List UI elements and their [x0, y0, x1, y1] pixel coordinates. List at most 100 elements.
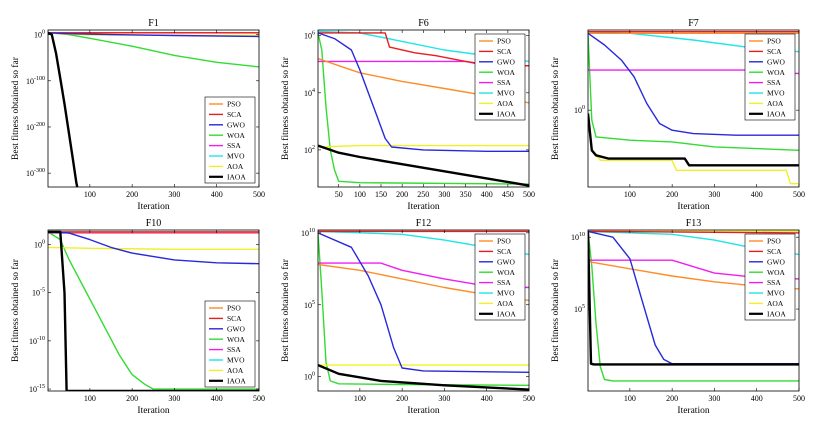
series-line-iaoa — [48, 230, 259, 391]
series-line-gwo — [48, 231, 259, 265]
x-tick-label: 400 — [481, 190, 493, 199]
chart-panel-f13: 100 200 300 400 500 105 1010 F13 Iteration Best f… — [550, 218, 805, 416]
legend-box — [474, 33, 526, 121]
legend-box — [204, 96, 256, 184]
series-group — [48, 230, 259, 391]
chart-title: F13 — [686, 218, 702, 229]
legend-label-gwo: GWO — [767, 57, 785, 66]
x-axis-label: Iteration — [677, 202, 709, 212]
legend-label-iaoa: IAOA — [227, 376, 246, 385]
y-tick-label: 10-100 — [26, 76, 45, 86]
y-tick-label: 105 — [304, 300, 315, 310]
legend-label-aoa: AOA — [497, 99, 514, 108]
legend-label-pso: PSO — [497, 37, 511, 46]
x-tick-label: 350 — [460, 190, 472, 199]
x-tick-label: 100 — [354, 394, 366, 403]
chart-title: F10 — [146, 218, 162, 229]
y-tick-label: 100 — [304, 372, 315, 382]
legend-label-mvo: MVO — [227, 152, 245, 161]
legend-label-ssa: SSA — [767, 278, 781, 287]
y-axis-label: Best fitness obtained so far — [280, 56, 291, 160]
legend-box — [744, 33, 796, 121]
series-line-iaoa — [588, 231, 799, 366]
chart-title: F7 — [688, 18, 699, 29]
y-tick-label: 10-300 — [26, 168, 45, 178]
legend-label-aoa: AOA — [227, 366, 244, 375]
y-tick-label: 100 — [34, 30, 45, 40]
legend-label-pso: PSO — [227, 304, 241, 313]
legend-label-sca: SCA — [767, 247, 782, 256]
x-tick-label: 100 — [354, 190, 366, 199]
x-tick-label: 400 — [211, 190, 223, 199]
series-group — [48, 31, 259, 187]
legend-label-woa: WOA — [497, 68, 515, 77]
x-tick-label: 300 — [438, 394, 450, 403]
chart-title: F6 — [418, 18, 429, 29]
legend-label-gwo: GWO — [227, 120, 245, 129]
series-line-woa — [318, 232, 529, 386]
y-tick-label: 102 — [304, 145, 315, 155]
chart-panel-f1: 100 200 300 400 500 100 10-100 10-200 10-300 F1 It… — [10, 18, 265, 212]
legend-label-ssa: SSA — [497, 78, 511, 87]
y-axis-label: Best fitness obtained so far — [550, 56, 561, 160]
x-tick-label: 50 — [335, 190, 343, 199]
series-line-iaoa — [588, 113, 799, 167]
y-tick-label: 106 — [304, 31, 315, 41]
legend-label-sca: SCA — [767, 47, 782, 56]
x-tick-label: 200 — [126, 394, 138, 403]
y-tick-label: 100 — [34, 239, 45, 249]
x-tick-label: 400 — [211, 394, 223, 403]
legend-label-gwo: GWO — [497, 257, 515, 266]
x-axis-label: Iteration — [407, 406, 439, 416]
x-tick-label: 500 — [793, 190, 805, 199]
x-axis-label: Iteration — [407, 202, 439, 212]
y-tick-label: 1010 — [301, 228, 315, 238]
legend-label-mvo: MVO — [497, 89, 515, 98]
x-tick-label: 500 — [523, 190, 535, 199]
x-tick-label: 450 — [502, 190, 514, 199]
plot-frame — [47, 29, 260, 188]
x-tick-label: 400 — [481, 394, 493, 403]
legend-label-ssa: SSA — [227, 345, 241, 354]
x-axis-label: Iteration — [137, 202, 169, 212]
x-tick-label: 200 — [396, 190, 408, 199]
series-line-iaoa — [318, 363, 529, 391]
x-tick-label: 300 — [438, 190, 450, 199]
legend-label-woa: WOA — [767, 68, 785, 77]
legend-label-pso: PSO — [497, 237, 511, 246]
legend-label-iaoa: IAOA — [497, 309, 516, 318]
y-axis-label: Best fitness obtained so far — [280, 258, 291, 362]
y-axis-label: Best fitness obtained so far — [550, 258, 561, 362]
x-tick-label: 200 — [396, 394, 408, 403]
legend-label-aoa: AOA — [227, 162, 244, 171]
series-line-aoa — [318, 144, 529, 148]
legend-label-woa: WOA — [227, 335, 245, 344]
legend-label-iaoa: IAOA — [767, 109, 786, 118]
x-tick-label: 500 — [523, 394, 535, 403]
legend-label-ssa: SSA — [767, 78, 781, 87]
legend-label-woa: WOA — [227, 131, 245, 140]
series-line-gwo — [48, 32, 259, 38]
legend-label-iaoa: IAOA — [767, 309, 786, 318]
y-axis-label: Best fitness obtained so far — [10, 258, 21, 362]
x-axis-label: Iteration — [137, 406, 169, 416]
legend-label-pso: PSO — [227, 100, 241, 109]
legend-box — [744, 233, 796, 321]
chart-panel-f6: 50 100 150 200 250 300 350 400 450 500 102 104 106 F6… — [280, 18, 535, 212]
series-line-gwo — [318, 32, 529, 152]
y-tick-label: 1010 — [571, 232, 585, 242]
series-line-woa — [588, 231, 799, 382]
legend-label-sca: SCA — [497, 247, 512, 256]
legend-label-sca: SCA — [227, 110, 242, 119]
legend-label-woa: WOA — [497, 268, 515, 277]
y-tick-label: 105 — [574, 304, 585, 314]
x-tick-label: 300 — [708, 394, 720, 403]
x-tick-label: 250 — [417, 190, 429, 199]
x-axis-label: Iteration — [677, 406, 709, 416]
legend-label-mvo: MVO — [227, 356, 245, 365]
